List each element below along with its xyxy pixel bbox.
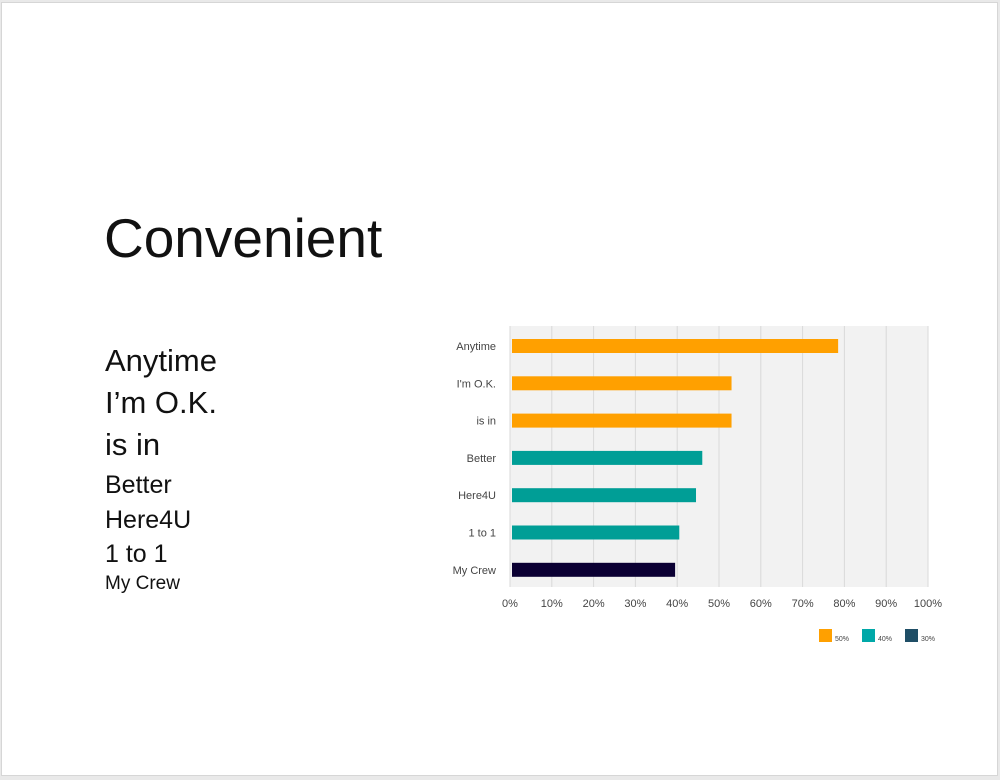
bar: [512, 525, 680, 540]
list-item: I’m O.K.: [105, 385, 217, 420]
bar: [512, 376, 732, 391]
legend: 50% 40% 30%: [819, 629, 935, 643]
category-label: Here4U: [458, 490, 496, 502]
slide-title: Convenient: [104, 207, 383, 269]
bar: [512, 488, 697, 503]
category-label: Anytime: [456, 341, 496, 353]
list-item: Here4U: [105, 506, 192, 534]
list-item: 1 to 1: [105, 540, 168, 568]
bar: [512, 450, 703, 465]
legend-label: 40%: [878, 636, 892, 643]
list-item: Anytime: [105, 343, 217, 378]
x-tick-label: 80%: [833, 598, 855, 610]
legend-swatch: [905, 629, 918, 642]
list-item: is in: [105, 427, 161, 462]
x-tick-label: 90%: [875, 598, 897, 610]
list-item: My Crew: [105, 573, 180, 594]
bars: [512, 339, 839, 577]
bar-chart: Anytime I'm O.K. is in Better Here4U 1 to 1 My…: [453, 326, 942, 643]
x-tick-label: 10%: [541, 598, 563, 610]
category-label: 1 to 1: [468, 528, 496, 540]
x-tick-label: 0%: [502, 598, 518, 610]
legend-swatch: [862, 629, 875, 642]
bar: [512, 562, 676, 577]
x-tick-label: 70%: [792, 598, 814, 610]
x-tick-label: 100%: [914, 598, 942, 610]
bar: [512, 339, 839, 353]
x-tick-labels: 0% 10% 20% 30% 40% 50% 60% 70% 80% 90% 100%: [502, 598, 942, 610]
legend-swatch: [819, 629, 832, 642]
x-tick-label: 40%: [666, 598, 688, 610]
x-tick-label: 30%: [624, 598, 646, 610]
x-tick-label: 50%: [708, 598, 730, 610]
category-label: My Crew: [453, 565, 496, 577]
category-labels: Anytime I'm O.K. is in Better Here4U 1 to 1 My…: [453, 341, 497, 577]
legend-label: 50%: [835, 636, 849, 643]
category-label: I'm O.K.: [457, 378, 496, 390]
x-tick-label: 60%: [750, 598, 772, 610]
bar: [512, 413, 732, 428]
list-item: Better: [105, 471, 172, 499]
category-label: Better: [467, 453, 497, 465]
x-tick-label: 20%: [583, 598, 605, 610]
legend-label: 30%: [921, 636, 935, 643]
category-label: is in: [476, 416, 496, 428]
